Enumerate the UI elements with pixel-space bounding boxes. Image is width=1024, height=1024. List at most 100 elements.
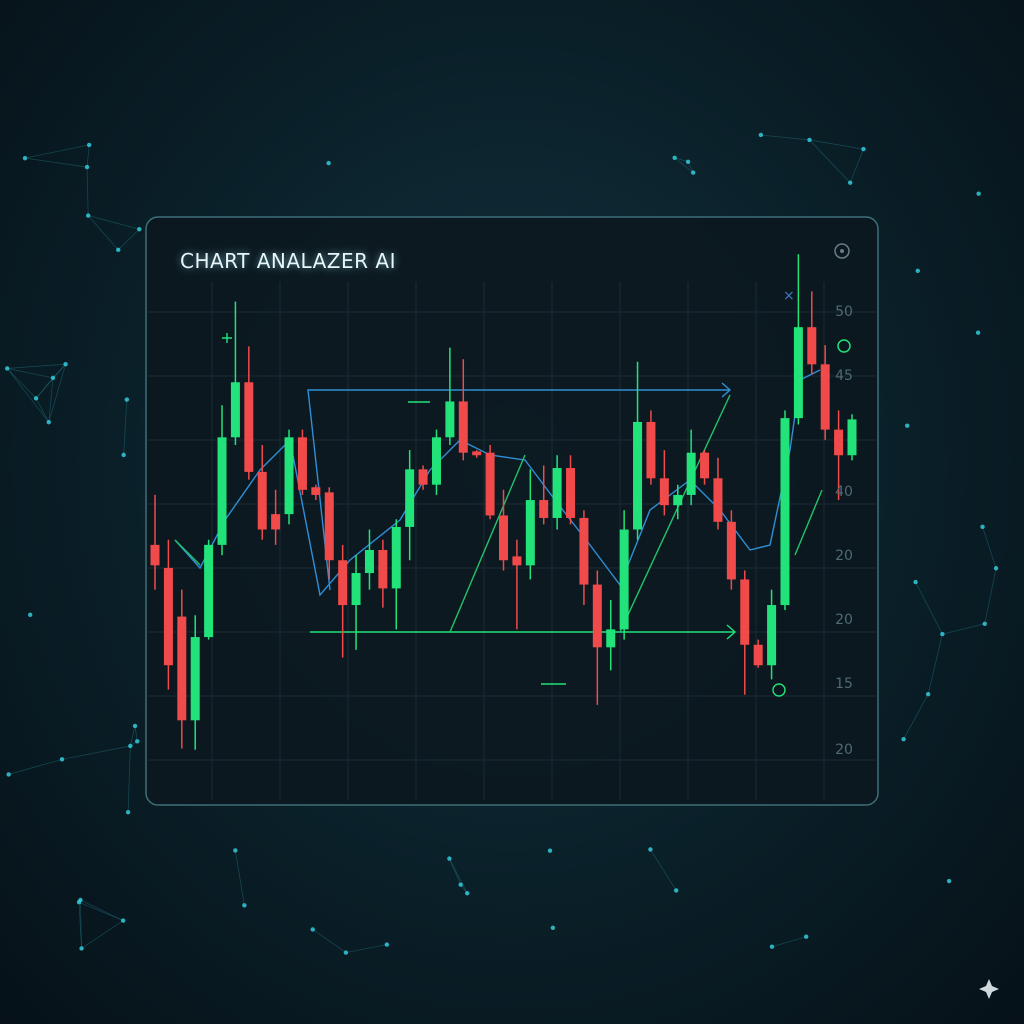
candle-body [405, 469, 415, 527]
network-link [760, 134, 810, 141]
settings-icon[interactable] [834, 243, 850, 259]
network-link [942, 623, 985, 635]
network-node [807, 137, 812, 143]
settings-icon-dot [840, 249, 844, 253]
network-node [465, 891, 470, 896]
marker [772, 683, 786, 697]
candle-body [230, 382, 240, 438]
network-link [903, 693, 929, 740]
sparkle-icon [979, 979, 999, 999]
network-link [771, 936, 807, 948]
network-node [135, 739, 140, 744]
network-node [4, 366, 10, 371]
y-axis-label: 20 [835, 742, 853, 758]
network-node [310, 927, 315, 932]
candle-body [284, 437, 294, 515]
network-link [982, 526, 997, 569]
network-node [547, 848, 553, 853]
network-node [672, 155, 677, 161]
candle-body [391, 526, 401, 589]
network-node [137, 227, 142, 232]
candle-body [177, 616, 187, 721]
y-axis-label: 50 [835, 304, 853, 320]
support-arrow [726, 624, 737, 640]
network-link [123, 399, 128, 455]
channel-arrow [721, 382, 732, 398]
network-link [134, 725, 138, 742]
network-node [79, 946, 84, 951]
network-link [129, 725, 136, 747]
candle-body [525, 500, 535, 566]
candle-body [311, 487, 321, 495]
candle-body [458, 401, 468, 453]
candle-body [659, 478, 669, 506]
candle-body [364, 549, 374, 574]
network-link [650, 849, 677, 891]
candle-body [163, 567, 173, 666]
chart-title: CHART ANALAZER AI [180, 249, 396, 273]
network-node [6, 772, 11, 777]
network-link [927, 634, 943, 695]
candle-body [338, 560, 348, 606]
y-axis-label: 20 [835, 548, 853, 564]
network-background [4, 132, 999, 955]
candle-body [257, 471, 267, 530]
candle-body [673, 494, 683, 506]
network-node [847, 180, 853, 185]
network-node [121, 452, 126, 458]
network-link [8, 758, 63, 775]
candle-body [606, 629, 616, 648]
network-node [326, 160, 331, 166]
network-link [915, 581, 943, 635]
network-link [7, 368, 54, 379]
candle-body [753, 644, 763, 666]
network-link [86, 144, 90, 168]
network-node [116, 247, 121, 253]
network-link [24, 144, 90, 159]
network-node [242, 903, 247, 908]
candle-body [204, 544, 214, 638]
network-node [46, 419, 51, 425]
candle-body [820, 364, 830, 430]
channel-top [307, 389, 730, 591]
network-node [769, 944, 775, 949]
candle-body [217, 437, 227, 545]
overlays [174, 333, 823, 697]
network-link [86, 167, 89, 216]
candle-body [646, 421, 656, 479]
network-link [449, 858, 462, 885]
network-node [915, 268, 920, 274]
network-node [993, 566, 999, 571]
close-mark: × [783, 288, 795, 304]
network-link [345, 944, 387, 953]
network-node [50, 375, 56, 381]
network-node [982, 621, 987, 627]
network-link [48, 377, 54, 423]
network-link [80, 899, 124, 921]
network-node [976, 191, 981, 196]
network-link [35, 377, 54, 399]
network-node [76, 900, 82, 905]
network-link [78, 901, 124, 921]
network-link [7, 363, 66, 369]
y-axis-label: 45 [835, 368, 853, 384]
trend-line [794, 489, 823, 556]
candle-body [780, 418, 790, 606]
network-node [685, 159, 691, 164]
candle-body [499, 515, 508, 561]
candle-body [847, 419, 857, 456]
network-node [940, 631, 945, 637]
candle-body [512, 556, 522, 566]
candle-body [726, 521, 736, 580]
marker [222, 333, 232, 343]
network-link [674, 157, 689, 163]
network-link [35, 398, 50, 423]
candle-body [579, 517, 589, 585]
network-node [86, 142, 92, 148]
network-link [48, 364, 67, 423]
network-link [234, 850, 245, 906]
candle-body [686, 452, 696, 495]
network-link [81, 920, 124, 949]
network-node [28, 612, 33, 617]
network-link [6, 368, 37, 399]
